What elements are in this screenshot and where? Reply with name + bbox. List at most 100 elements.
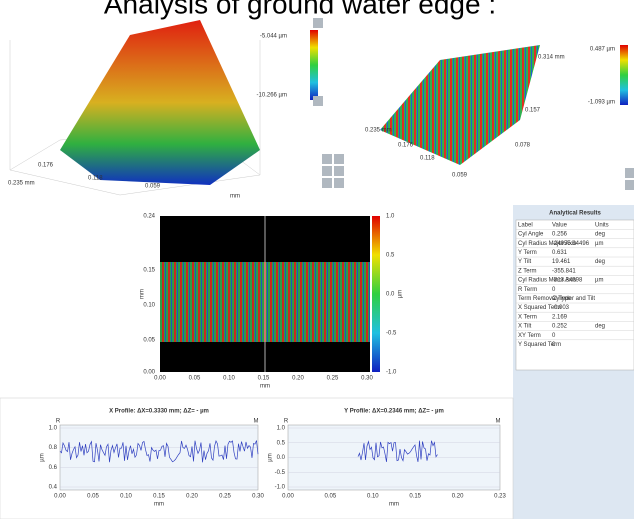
table-cell: µm [595, 241, 603, 247]
table-cell: 0.631 [552, 250, 568, 256]
axis-label: 0.078 [515, 143, 531, 149]
profile-line [357, 440, 438, 462]
table-title: Analytical Results [549, 211, 601, 217]
table-cell: Y Squared Term [518, 342, 561, 348]
profile-title: Y Profile: ΔX=0.2346 mm; ΔZ= - µm [344, 409, 444, 415]
table-cell: XY Term [518, 333, 541, 339]
y-tick-label: 0.4 [49, 485, 58, 491]
colorbar-tick-label: -1.0 [386, 370, 397, 376]
colorbar-right [620, 45, 628, 105]
x-tick-label: 0.23 [494, 494, 506, 500]
y-tick-label: 0.24 [143, 214, 155, 220]
x-tick-label: 0.10 [120, 494, 132, 500]
table-cell: 0 [552, 333, 556, 339]
x-tick-label: 0.15 [153, 494, 165, 500]
colorbar-label: -5.044 µm [260, 34, 287, 40]
table-cell: deg [595, 324, 605, 330]
x-tick-label: 0.15 [409, 494, 421, 500]
y-tick-label: 0.8 [49, 445, 58, 451]
x-tick-label: 0.00 [154, 376, 166, 382]
table-cell: 0.256 [552, 232, 568, 238]
table-cell: µm [595, 278, 603, 284]
axis-label: 0.314 mm [538, 55, 565, 61]
marker-label: M [254, 419, 259, 425]
view-controls[interactable] [313, 18, 634, 190]
y-axis-label: mm [140, 289, 146, 299]
x-tick-label: 0.00 [282, 494, 294, 500]
x-tick-label: 0.20 [292, 376, 304, 382]
y-tick-label: -1.0 [275, 485, 286, 491]
y-tick-label: 0.10 [143, 303, 155, 309]
axis-label: 0.157 [525, 108, 541, 114]
page-title: Analysis of ground water edge : [104, 0, 496, 19]
table-cell: Cyl Radius Major Axis [518, 241, 576, 247]
x-tick-label: 0.05 [325, 494, 337, 500]
y-tick-label: 0.15 [143, 268, 155, 274]
x-tick-label: 0.30 [361, 376, 373, 382]
x-axis-label: mm [260, 384, 270, 390]
table-header: Label [518, 223, 533, 229]
table-cell: Z Term [518, 268, 537, 274]
marker-label: R [284, 419, 289, 425]
table-cell: -313.34698 [552, 278, 583, 284]
table-cell: Cyl Angle [518, 232, 544, 238]
x-tick-label: 0.05 [189, 376, 201, 382]
x-tick-label: 0.05 [87, 494, 99, 500]
marker-label: M [496, 419, 501, 425]
table-cell: Y Tilt [518, 259, 532, 265]
axis-label: 0.118 [420, 156, 435, 162]
axis-label: 0.176 [38, 163, 54, 169]
x-tick-label: 0.20 [452, 494, 464, 500]
y-tick-label: 1.0 [49, 426, 58, 432]
marker-label: R [56, 419, 61, 425]
x-tick-label: 0.00 [54, 494, 66, 500]
table-cell: deg [595, 232, 605, 238]
surface-3d-left [9, 20, 261, 196]
table-cell: -0.003 [552, 305, 570, 311]
x-profile-plot [59, 424, 259, 491]
colorbar-label: 0.487 µm [590, 47, 615, 53]
axis-label: 0.176 [398, 143, 414, 149]
table-cell: X Term [518, 314, 537, 320]
colorbar-label: -10.266 µm [257, 93, 287, 99]
colorbar-tick-label: -0.5 [386, 331, 397, 337]
table-cell: deg [595, 259, 605, 265]
profile-line [59, 440, 259, 463]
table-cell: 0 [552, 342, 556, 348]
y-tick-label: 0.00 [143, 370, 155, 376]
axis-label: 0.059 [452, 173, 468, 179]
table-cell: 19.461 [552, 259, 571, 265]
x-axis-label: mm [154, 502, 164, 508]
table-cell: Term Removal Type [518, 296, 572, 302]
x-tick-label: 0.10 [367, 494, 379, 500]
table-cell: R Term [518, 287, 537, 293]
x-tick-label: 0.30 [252, 494, 264, 500]
x-tick-label: 0.15 [258, 376, 270, 382]
y-axis-label: µm [268, 453, 274, 461]
colorbar-left [310, 30, 318, 100]
x-tick-label: 0.20 [186, 494, 198, 500]
table-cell: -355.841 [552, 268, 576, 274]
table-cell: X Squared Term [518, 305, 561, 311]
table-cell: Cylinder and Tilt [552, 296, 595, 302]
map-colorbar [372, 216, 380, 372]
colorbar-label: -1.093 µm [588, 100, 615, 106]
colorbar-tick-label: 0.5 [386, 253, 395, 259]
table-cell: 2.169 [552, 314, 568, 320]
table-cell: 0 [552, 287, 556, 293]
y-axis-label: µm [40, 453, 46, 461]
table-cell: Cyl Radius Minor Axis [518, 278, 576, 284]
y-tick-label: 1.0 [277, 426, 286, 432]
x-tick-label: 0.25 [327, 376, 339, 382]
table-header: Units [595, 223, 609, 229]
axis-label: 0.235 mm [365, 128, 392, 134]
axis-label: 0.059 [145, 184, 161, 190]
x-axis-label: mm [389, 502, 399, 508]
table-header: Value [552, 223, 568, 229]
axis-label: mm [230, 194, 240, 200]
y-tick-label: 0.0 [277, 455, 286, 461]
colorbar-tick-label: 0.0 [386, 292, 395, 298]
y-tick-label: 0.5 [277, 440, 286, 446]
